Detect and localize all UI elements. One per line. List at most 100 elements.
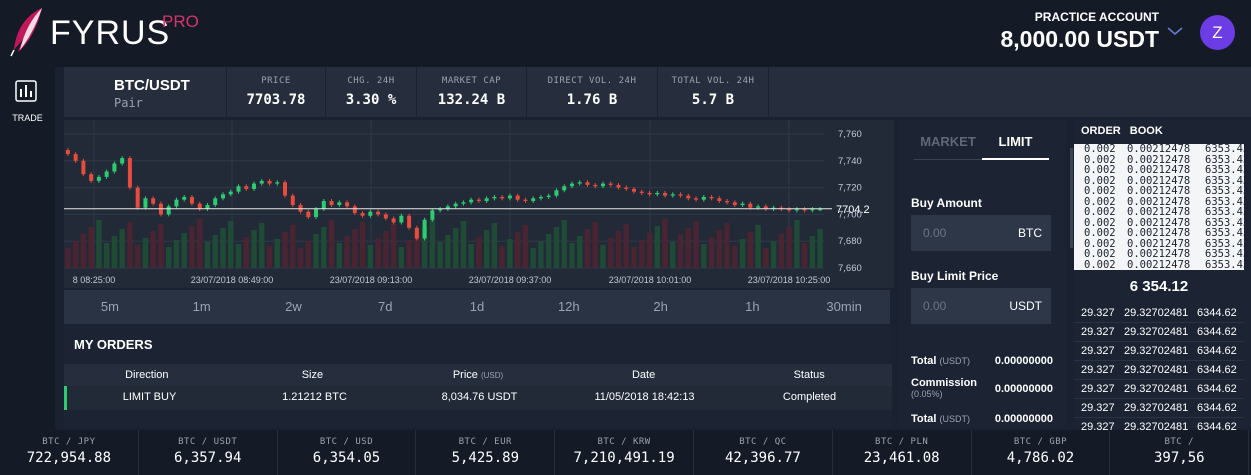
total-row: Total (USDT) 0.00000000 [911,355,1053,367]
timeframe-option[interactable]: 1d [469,299,485,314]
ask-row[interactable]: 0.002 0.00212478 6353.43 [1074,186,1249,197]
market-ticker[interactable]: BTC / PLN 23,461.08 [833,430,972,475]
tab-active-indicator [982,158,1049,160]
volume-bar [142,238,149,268]
price-chart[interactable]: 7704.2 7,760 7,740 7,720 7,700 7,680 7,660 8 … [64,120,894,288]
volume-bar [631,247,637,268]
volume-bar [173,240,180,268]
market-ticker-value: 6,354.05 [312,450,381,466]
order-book-scrollbar[interactable] [1070,148,1073,248]
timeframe-option[interactable]: 5m [100,299,119,314]
ask-row[interactable]: 0.002 0.00212478 6353.43 [1074,259,1249,271]
buy-amount-input[interactable]: 0.00 BTC [911,215,1051,251]
bid-row[interactable]: 29.327 29.32702481 6344.62 [1074,323,1244,342]
market-ticker[interactable]: BTC / KRW 7,210,491.19 [555,430,694,475]
bid-row[interactable]: 29.327 29.32702481 6344.62 [1074,399,1244,418]
avatar[interactable]: Z [1200,15,1235,50]
volume-bar [266,246,273,268]
pair-sub: Pair [114,96,143,110]
timeframe-option[interactable]: 1m [192,299,211,314]
bid-row[interactable]: 29.327 29.32702481 6344.62 [1074,304,1244,323]
market-ticker[interactable]: BTC / GBP 4,786.02 [972,430,1111,475]
brand-badge: PRO [162,12,199,31]
pair-selector[interactable]: BTC/USDT Pair [64,67,227,117]
column-header-price[interactable]: Price (USD) [452,369,504,381]
market-ticker-value: 23,461.08 [863,450,940,466]
bid-price: 6344.62 [1197,364,1237,376]
ask-price: 6353.43 [1205,174,1250,187]
column-header-status[interactable]: Status [793,369,825,381]
market-ticker[interactable]: BTC / JPY 722,954.88 [0,430,139,475]
ask-row[interactable]: 0.002 0.00212478 6353.43 [1074,217,1249,229]
commission-value: 0.00000000 [994,383,1053,395]
ask-row[interactable]: 0.002 0.00212478 6353.43 [1074,165,1249,176]
ask-row[interactable]: 0.002 0.00212478 6353.43 [1074,175,1249,187]
volume-bar [615,231,622,268]
market-ticker[interactable]: BTC / QC 42,396.77 [694,430,833,475]
ask-row[interactable]: 0.002 0.00212478 6353.43 [1074,237,1249,250]
volume-bar [739,239,746,268]
bid-row[interactable]: 29.327 29.32702481 6344.62 [1074,361,1244,380]
timeframe-option[interactable]: 7d [378,299,393,314]
timeframe-option[interactable]: 2h [653,299,668,314]
volume-bar [786,227,792,268]
market-ticker[interactable]: BTC / USD 6,354.05 [278,430,417,475]
ask-row[interactable]: 0.002 0.00212478 6353.43 [1074,206,1249,218]
bid-price: 6344.62 [1197,307,1237,319]
timeframe-option[interactable]: 30min [826,299,862,314]
order-price: 8,034.76 USDT [441,391,518,403]
candle [709,196,714,199]
candle [329,201,334,206]
x-axis: 8 08:25:00 23/07/2018 08:49:00 23/07/2018 … [73,275,831,285]
tab-limit[interactable]: LIMIT [998,134,1033,149]
timeframe-option[interactable]: 1h [745,299,760,314]
volume-bar [778,234,785,268]
chevron-down-icon[interactable] [1166,24,1184,38]
volume-bar [801,243,808,268]
timeframe-option[interactable]: 2w [285,299,302,314]
timeframe-option[interactable]: 12h [557,299,580,314]
candle [89,174,94,181]
column-header-date[interactable]: Date [631,369,656,381]
candle [306,211,311,218]
ask-amount: 0.002 [1084,143,1116,155]
bid-total: 29.32702481 [1124,402,1189,414]
volume-bars [65,219,823,268]
ask-row[interactable]: 0.002 0.00212478 6353.43 [1074,154,1249,166]
tab-market[interactable]: MARKET [920,134,976,149]
volume-bar [677,235,684,268]
bid-row[interactable]: 29.327 29.32702481 6344.62 [1074,342,1244,361]
market-ticker-pair: BTC / GBP [1013,437,1068,447]
table-row[interactable]: LIMIT BUY 1.21212 BTC 8,034.76 USDT 11/0… [64,386,892,410]
volume-bar [708,237,715,268]
ask-row[interactable]: 0.002 0.00212478 6353.43 [1074,228,1249,239]
ask-amount: 0.002 [1084,237,1116,250]
candle [438,209,443,211]
candle [290,195,295,206]
column-header-direction[interactable]: Direction [125,369,169,381]
ask-row[interactable]: 0.002 0.00212478 6353.43 [1074,196,1249,208]
orders-title: MY ORDERS [74,337,153,352]
limit-price-input[interactable]: 0.00 USDT [911,288,1051,324]
bid-amount: 29.327 [1081,402,1115,414]
candle [538,196,543,199]
market-ticker-value: 4,786.02 [1006,450,1075,466]
candle [368,211,373,216]
volume-bar [189,226,195,268]
ask-total: 0.00212478 [1127,143,1191,155]
volume-bar [623,224,629,268]
column-header-size[interactable]: Size [301,369,324,381]
market-ticker-value: 42,396.77 [724,450,801,466]
volume-bar [662,219,668,268]
ask-row[interactable]: 0.002 0.00212478 6353.43 [1074,143,1249,155]
bid-row[interactable]: 29.327 29.32702481 6344.62 [1074,380,1244,399]
volume-bar [127,222,133,268]
market-ticker[interactable]: BTC / EUR 5,425.89 [416,430,556,475]
market-ticker[interactable]: BTC / USDT 6,357.94 [139,430,278,475]
ask-row[interactable]: 0.002 0.00212478 6353.43 [1074,249,1249,260]
market-ticker[interactable]: BTC / 397,56 [1110,430,1250,475]
market-ticker-strip: BTC / JPY 722,954.88 BTC / USDT 6,357.94 BTC… [0,430,1251,475]
ask-amount: 0.002 [1084,206,1116,218]
stat-label: TOTAL VOL. 24H [671,76,755,86]
candle [725,201,730,203]
